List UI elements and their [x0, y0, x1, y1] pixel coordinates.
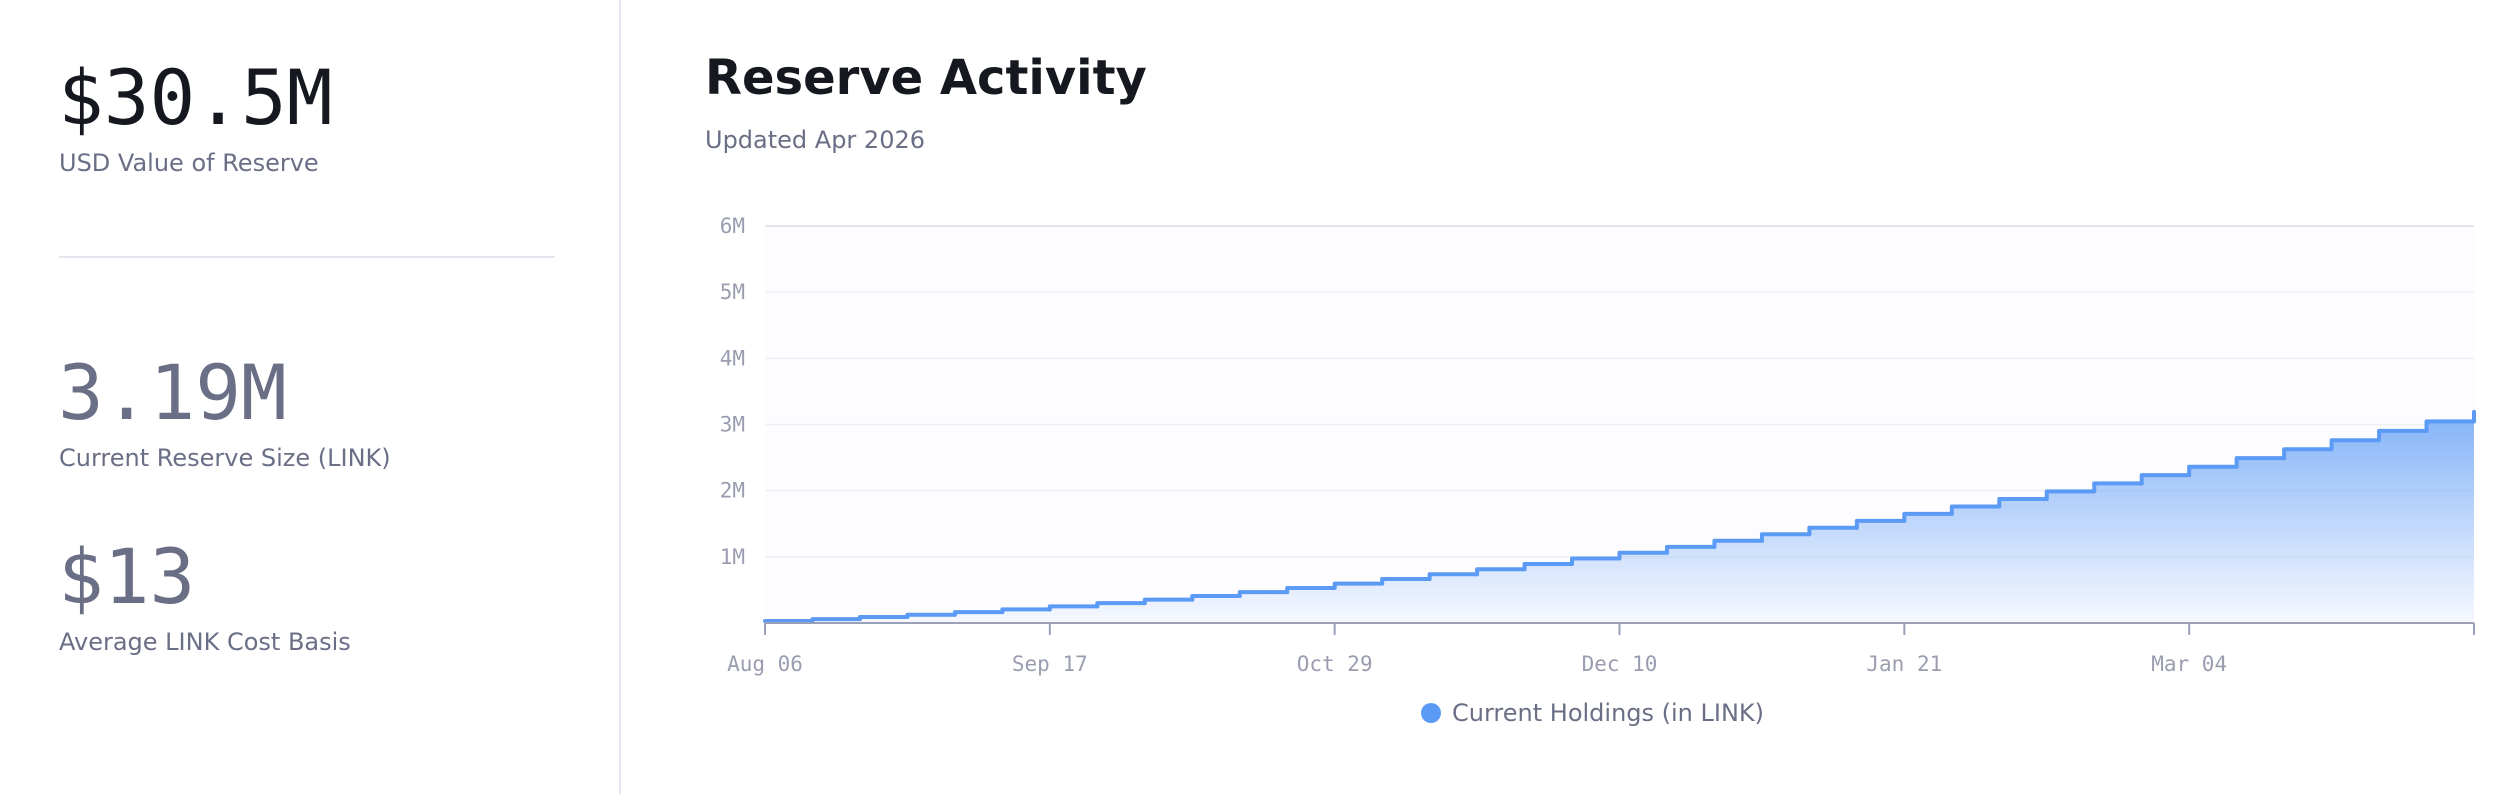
step-line: [1285, 585, 1337, 595]
stat-label: Average LINK Cost Basis: [59, 628, 351, 656]
y-tick-label: 6M: [720, 214, 745, 238]
stat-label: USD Value of Reserve: [59, 149, 319, 177]
stat-label: Current Reserve Size (LINK): [59, 444, 391, 472]
x-tick-label: Dec 10: [1582, 652, 1658, 676]
legend-swatch: [1421, 703, 1441, 723]
x-tick-label: Sep 17: [1012, 652, 1088, 676]
step-line: [1095, 601, 1147, 609]
step-line: [1522, 561, 1575, 572]
y-tick-label: 2M: [720, 479, 745, 503]
y-tick-label: 5M: [720, 280, 745, 304]
step-line: [1142, 597, 1195, 606]
step-line: [810, 617, 862, 624]
step-line: [2187, 464, 2239, 478]
step-line: [1997, 497, 2049, 509]
step-line: [1759, 532, 1812, 543]
stat-value: $30.5M: [58, 53, 333, 142]
step-line: [2282, 447, 2334, 461]
step-line: [2092, 481, 2144, 494]
stat-value: 3.19M: [58, 348, 287, 437]
step-line: [1047, 604, 1100, 612]
area: [765, 411, 2474, 623]
step-line: [1712, 538, 1764, 549]
step-line: [857, 615, 910, 622]
chart-title: Reserve Activity: [705, 50, 1147, 106]
y-tick-label: 1M: [720, 545, 745, 569]
step-line: [2424, 419, 2476, 433]
step-line: [1807, 525, 1859, 537]
step-line: [1475, 567, 1527, 577]
x-tick-label: Mar 04: [2151, 652, 2227, 676]
chart-subtitle: Updated Apr 2026: [705, 126, 925, 154]
step-line: [952, 610, 1005, 617]
stat-value: $13: [58, 532, 195, 621]
step-line: [2329, 438, 2382, 452]
legend-label: Current Holdings (in LINK): [1452, 699, 1764, 727]
step-line: [905, 612, 957, 620]
step-line: [2234, 456, 2287, 469]
step-line: [2377, 428, 2429, 443]
step-line: [1949, 504, 2002, 516]
y-tick-label: 3M: [720, 413, 745, 437]
x-tick-label: Oct 29: [1297, 652, 1373, 676]
step-line: [1427, 572, 1480, 582]
x-tick-label: Jan 21: [1866, 652, 1942, 676]
step-line: [1190, 594, 1242, 602]
step-line: [1664, 544, 1717, 555]
y-tick-label: 4M: [720, 346, 745, 370]
step-line: [1332, 581, 1385, 590]
step-line: [1902, 511, 1954, 523]
step-line: [1570, 556, 1622, 566]
step-line: [1237, 590, 1290, 599]
step-line: [1617, 550, 1669, 561]
step-line: [2139, 473, 2192, 486]
step-line: [1380, 577, 1432, 586]
step-line: [2044, 489, 2097, 502]
step-line: [1000, 607, 1052, 615]
x-tick-label: Aug 06: [727, 652, 803, 676]
step-line: [1854, 518, 1907, 530]
